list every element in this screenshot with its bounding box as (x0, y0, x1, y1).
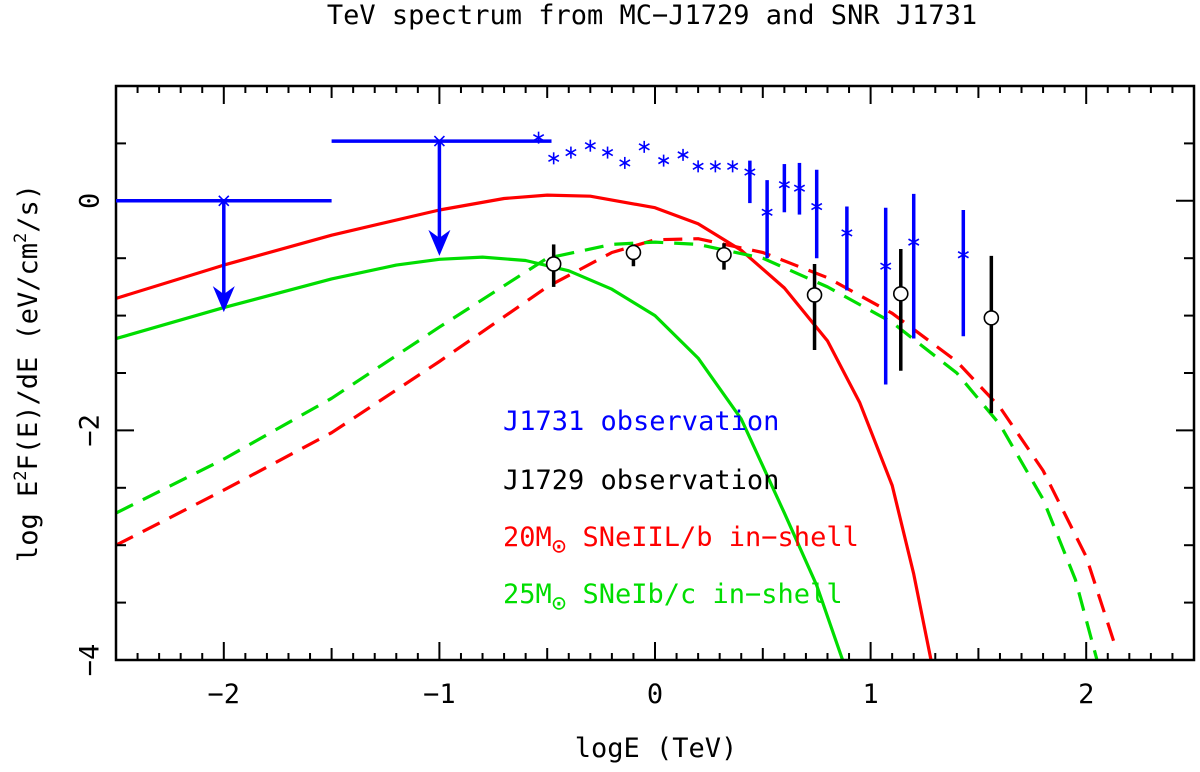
asterisk-stroke (778, 181, 790, 189)
asterisk-stroke (709, 162, 721, 171)
y-label-sup1: 2 (11, 471, 31, 481)
y-label-pre: log E (13, 481, 44, 562)
upper-limits (116, 135, 552, 313)
asterisk-stroke (880, 262, 892, 270)
x-axis-label: logE (TeV) (575, 733, 738, 764)
data-point-cross (433, 135, 445, 147)
data-point-circle (545, 256, 562, 272)
legend-20m: 20M⊙ SNeIIL/b in−shell (503, 522, 859, 560)
asterisk-stroke (619, 159, 631, 167)
sun-symbol-25m: ⊙ (552, 589, 566, 617)
upper-limit-arrowhead (428, 229, 451, 256)
data-point-asterisk (744, 166, 756, 179)
asterisk-stroke (908, 238, 920, 246)
model-curve-0 (116, 193, 933, 660)
y-axis-label: log E2F(E)/dE (eV/cm2/s) (11, 184, 44, 562)
data-point-asterisk (726, 160, 739, 173)
data-point-circle (806, 287, 823, 303)
data-point-cross (218, 195, 230, 207)
asterisk-stroke (658, 156, 670, 165)
x-tick-label: 2 (1078, 679, 1094, 710)
data-point-circle (983, 310, 1000, 326)
chart-title: TeV spectrum from MC−J1729 and SNR J1731 (327, 0, 977, 31)
legend-25m-pre: 25M (503, 579, 552, 610)
data-point-asterisk (658, 154, 670, 167)
y-label-mid: F(E)/dE (eV/cm (13, 243, 44, 471)
asterisk-stroke (601, 148, 614, 157)
data-point-asterisk (638, 140, 650, 153)
upper-limit-arrowhead (212, 286, 235, 313)
asterisk-stroke (761, 208, 773, 216)
asterisk-stroke (841, 229, 853, 237)
x-tick-label: −1 (423, 679, 456, 710)
y-tick-label: −4 (75, 644, 106, 677)
data-point-asterisk (677, 148, 689, 161)
data-point-circle (892, 285, 909, 302)
legend-25m: 25M⊙ SNeIb/c in−shell (503, 579, 843, 617)
legend-j1731: J1731 observation (503, 406, 779, 437)
legend-25m-post: SNeIb/c in−shell (566, 579, 842, 610)
legend-j1729: J1729 observation (503, 465, 779, 496)
sun-symbol-20m: ⊙ (552, 532, 566, 560)
legend-20m-post: SNeIIL/b in−shell (566, 522, 859, 553)
data-point-asterisk (548, 152, 560, 165)
data-point-asterisk (841, 226, 853, 239)
data-point-asterisk (793, 182, 806, 195)
y-label-sup2: 2 (11, 233, 31, 243)
axis-ticks (115, 85, 1195, 661)
data-point-asterisk (811, 200, 823, 213)
asterisk-stroke (957, 251, 969, 259)
data-point-asterisk (601, 146, 614, 159)
data-point-circle (716, 246, 732, 263)
asterisk-stroke (692, 162, 704, 171)
data-point-asterisk (778, 178, 790, 191)
model-curve-3 (116, 240, 1099, 660)
asterisk-stroke (548, 154, 560, 163)
y-label-post: /s) (13, 184, 44, 233)
asterisk-stroke (584, 142, 596, 150)
model-curve-1 (116, 237, 1116, 644)
asterisk-stroke (677, 151, 689, 159)
legend: J1731 observation J1729 observation 20M⊙… (503, 406, 859, 617)
data-point-asterisk (880, 260, 892, 273)
data-point-asterisk (957, 248, 969, 261)
data-point-asterisk (709, 160, 721, 173)
asterisk-stroke (793, 184, 806, 192)
asterisk-stroke (565, 148, 577, 157)
data-point-asterisk (565, 146, 577, 159)
asterisk-stroke (726, 162, 739, 171)
x-tick-label: −2 (208, 679, 241, 710)
j1731-points (532, 131, 969, 385)
asterisk-stroke (811, 202, 823, 211)
x-tick-label: 1 (862, 679, 878, 710)
data-point-asterisk (584, 139, 596, 152)
data-point-circle (625, 244, 642, 261)
data-point-asterisk (908, 236, 920, 249)
y-tick-label: −2 (75, 414, 106, 447)
asterisk-stroke (744, 168, 756, 176)
plot-area (116, 193, 1116, 660)
data-point-asterisk (761, 206, 773, 219)
x-tick-label: 0 (647, 679, 663, 710)
legend-20m-pre: 20M (503, 522, 552, 553)
data-point-asterisk (619, 156, 631, 169)
model-curve-2 (116, 255, 845, 660)
j1729-points (545, 243, 1000, 414)
y-tick-label: 0 (75, 193, 106, 209)
plot-frame (114, 84, 1196, 662)
asterisk-stroke (638, 143, 650, 151)
data-point-asterisk (692, 160, 704, 173)
